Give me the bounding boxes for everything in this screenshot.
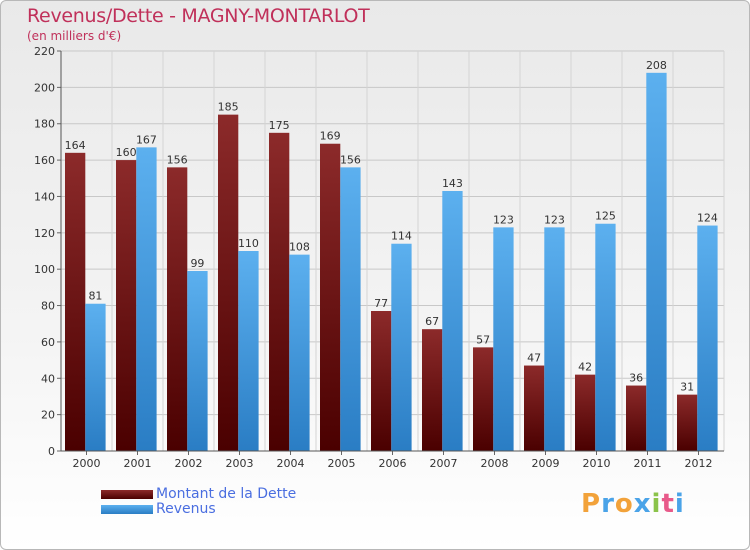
- data-label: 42: [578, 361, 592, 374]
- data-label: 123: [493, 213, 514, 226]
- data-label: 175: [269, 119, 290, 132]
- logo-letter: r: [601, 489, 615, 519]
- legend-label-dette: Montant de la Dette: [156, 486, 297, 502]
- axes: 0 20 40 60 80 100 120 140 160 180 200 220 2000 2001 20…: [34, 45, 724, 470]
- data-label: 164: [65, 139, 86, 152]
- bar-revenus: [493, 227, 514, 451]
- data-label: 185: [218, 101, 239, 114]
- data-label: 156: [167, 153, 188, 166]
- bar-revenus: [697, 225, 718, 451]
- bar-dette: [422, 329, 443, 451]
- bar-revenus: [595, 223, 616, 451]
- y-tick-label: 40: [41, 372, 55, 385]
- x-tick-label: 2007: [430, 457, 458, 470]
- logo-letter: o: [614, 489, 634, 519]
- bar-revenus: [238, 251, 259, 451]
- data-label: 81: [88, 290, 102, 303]
- data-label: 125: [595, 210, 616, 223]
- data-label: 99: [190, 257, 204, 270]
- y-tick-label: 200: [34, 81, 55, 94]
- bar-dette: [371, 311, 392, 451]
- y-tick-label: 80: [41, 300, 55, 313]
- bar-dette: [218, 114, 239, 452]
- data-label: 169: [320, 130, 341, 143]
- data-label: 36: [629, 372, 643, 385]
- bar-dette: [116, 160, 137, 451]
- y-tick-label: 120: [34, 227, 55, 240]
- logo-letter: i: [674, 489, 685, 519]
- bar-dette: [626, 385, 647, 451]
- bar-dette: [269, 132, 290, 451]
- logo-letter: P: [581, 489, 602, 519]
- y-tick-label: 180: [34, 118, 55, 131]
- bar-dette: [320, 143, 341, 451]
- bar-revenus: [340, 167, 361, 451]
- x-tick-label: 2001: [124, 457, 152, 470]
- bar-dette: [677, 394, 698, 451]
- bar-revenus: [544, 227, 565, 451]
- x-tick-label: 2009: [532, 457, 560, 470]
- x-tick-label: 2002: [175, 457, 203, 470]
- bar-revenus: [136, 147, 157, 451]
- data-label: 143: [442, 177, 463, 190]
- logo-letter: i: [651, 489, 662, 519]
- y-tick-label: 20: [41, 409, 55, 422]
- y-tick-label: 0: [48, 445, 55, 458]
- x-tick-label: 2004: [277, 457, 305, 470]
- proxiti-logo: Proxiti: [581, 489, 685, 519]
- y-tick-label: 100: [34, 263, 55, 276]
- bar-revenus: [289, 254, 310, 451]
- y-tick-label: 140: [34, 190, 55, 203]
- bar-revenus: [391, 243, 412, 451]
- legend-label-revenus: Revenus: [156, 501, 216, 517]
- x-tick-label: 2010: [583, 457, 611, 470]
- y-tick-label: 60: [41, 336, 55, 349]
- bar-dette: [575, 374, 596, 451]
- logo-letter: t: [661, 489, 675, 519]
- data-label: 123: [544, 213, 565, 226]
- x-tick-label: 2000: [73, 457, 101, 470]
- x-tick-label: 2005: [328, 457, 356, 470]
- legend-swatch-dette: [101, 490, 153, 499]
- bar-revenus: [442, 191, 463, 451]
- data-label: 67: [425, 315, 439, 328]
- data-label: 124: [697, 212, 718, 225]
- y-tick-label: 220: [34, 45, 55, 58]
- data-label: 31: [680, 381, 694, 394]
- data-label: 57: [476, 333, 490, 346]
- bar-dette: [167, 167, 188, 451]
- bar-revenus: [187, 271, 208, 451]
- bar-revenus: [646, 72, 667, 452]
- bar-dette: [65, 152, 86, 451]
- x-tick-label: 2012: [685, 457, 713, 470]
- data-label: 114: [391, 230, 412, 243]
- data-label: 156: [340, 153, 361, 166]
- data-label: 110: [238, 237, 259, 250]
- chart-subtitle: (en milliers d'€): [27, 29, 122, 43]
- logo-letter: x: [633, 489, 652, 519]
- data-label: 47: [527, 352, 541, 365]
- data-label: 208: [646, 59, 667, 72]
- data-label: 108: [289, 241, 310, 254]
- bar-revenus: [85, 303, 106, 451]
- x-tick-label: 2003: [226, 457, 254, 470]
- legend-swatch-revenus: [101, 505, 153, 514]
- data-label: 167: [136, 133, 157, 146]
- data-label: 77: [374, 297, 388, 310]
- x-tick-label: 2008: [481, 457, 509, 470]
- bar-dette: [473, 347, 494, 451]
- x-tick-label: 2011: [634, 457, 662, 470]
- data-label: 160: [116, 146, 137, 159]
- x-tick-label: 2006: [379, 457, 407, 470]
- bar-dette: [524, 365, 545, 451]
- y-tick-label: 160: [34, 154, 55, 167]
- bars: [65, 72, 718, 452]
- chart-title: Revenus/Dette - MAGNY-MONTARLOT: [27, 5, 370, 27]
